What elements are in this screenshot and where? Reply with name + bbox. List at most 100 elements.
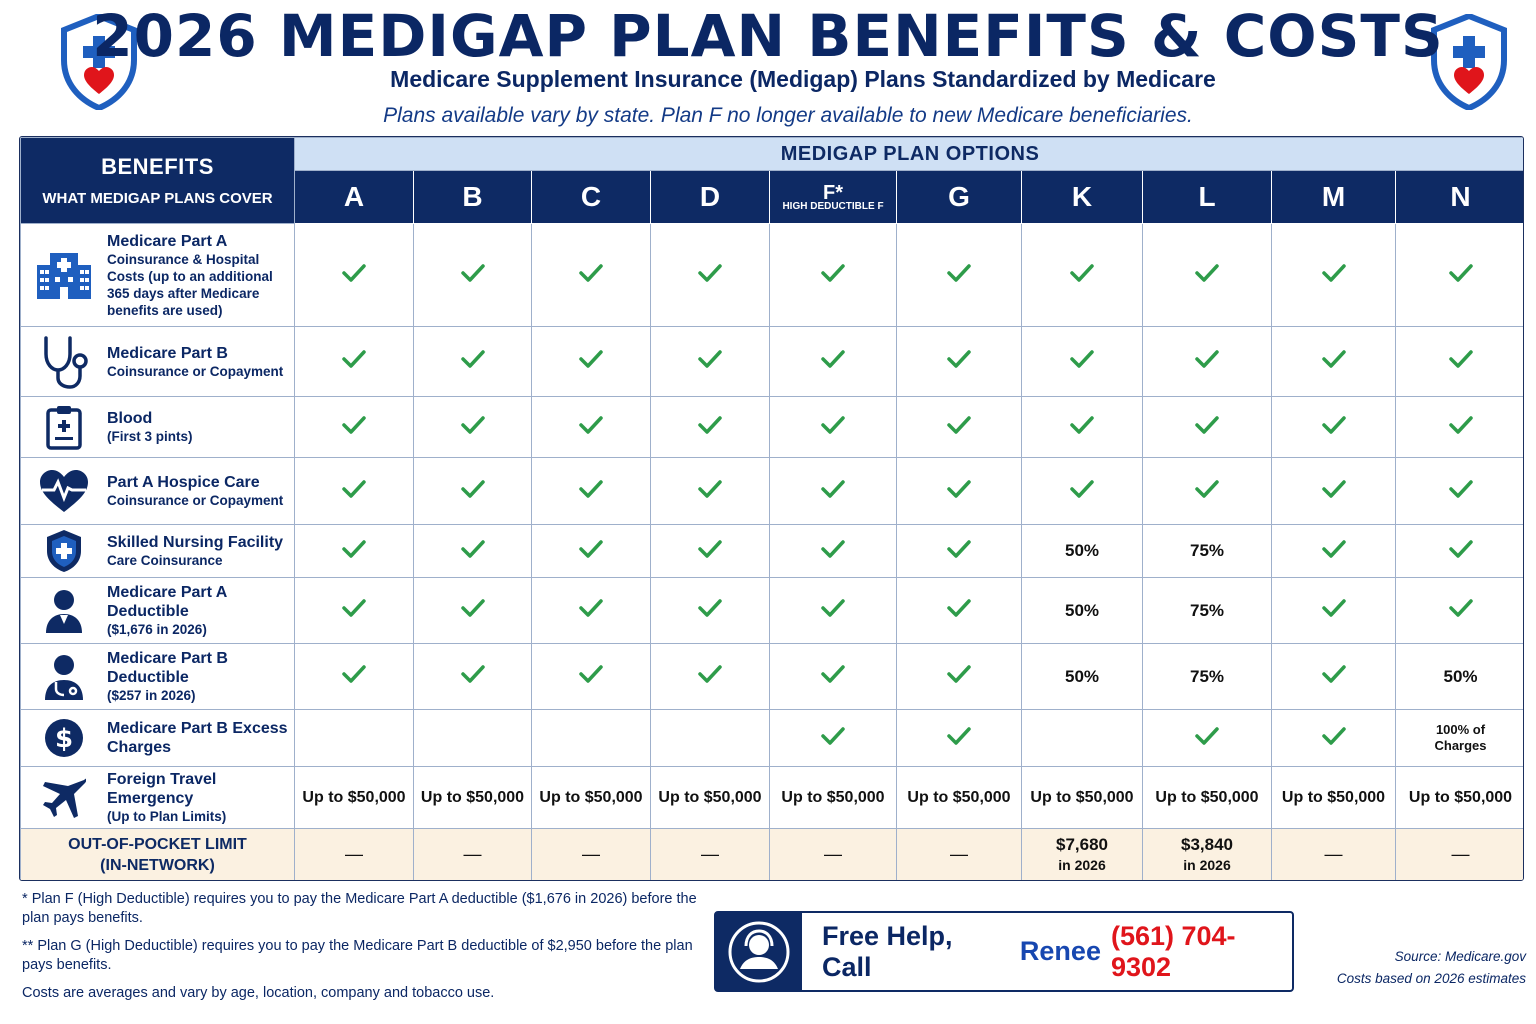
benefit-row: Foreign Travel Emergency (Up to Plan Limi… xyxy=(20,766,1523,829)
coverage-cell xyxy=(650,457,770,525)
out-of-pocket-cell: — xyxy=(531,828,651,880)
coverage-cell: Up to $50,000 xyxy=(1394,766,1523,829)
benefit-description: ($1,676 in 2026) xyxy=(107,622,207,637)
check-icon xyxy=(1448,415,1474,440)
check-icon xyxy=(820,665,846,689)
check-icon xyxy=(946,665,972,689)
free-help-callout[interactable]: Free Help, Call Renee (561) 704-9302 xyxy=(714,911,1294,992)
check-icon xyxy=(341,350,367,374)
coverage-cell xyxy=(413,223,532,327)
coverage-cell: 50% xyxy=(1394,643,1523,710)
coverage-value: 100% of Charges xyxy=(1434,722,1487,753)
coverage-cell xyxy=(650,326,770,397)
check-icon xyxy=(1448,599,1474,623)
help-phone-number[interactable]: (561) 704-9302 xyxy=(1110,920,1236,982)
out-of-pocket-amount: $3,840 xyxy=(1181,834,1233,854)
plan-header-m: M xyxy=(1271,170,1396,224)
check-icon xyxy=(697,350,723,374)
benefit-description: Coinsurance & Hospital Costs (up to an a… xyxy=(107,251,273,318)
coverage-cell: 50% xyxy=(1021,577,1143,644)
help-call-text: Free Help, Call xyxy=(822,920,953,982)
benefit-row: Part A Hospice Care Coinsurance or Copaym… xyxy=(20,457,1523,525)
coverage-cell xyxy=(650,643,770,710)
out-of-pocket-none: — xyxy=(582,844,600,864)
coverage-value: Up to $50,000 xyxy=(420,789,525,806)
coverage-cell xyxy=(531,326,651,397)
check-icon xyxy=(946,726,972,751)
coverage-cell xyxy=(650,223,770,327)
check-icon xyxy=(460,263,486,288)
plan-label: M xyxy=(1321,181,1346,212)
benefit-row: Medicare Part A Deductible ($1,676 in 202… xyxy=(20,577,1523,644)
benefit-title: Foreign Travel Emergency xyxy=(107,771,217,807)
coverage-cell xyxy=(1142,223,1272,327)
source-note: Source: Medicare.gov Costs based on 2026… xyxy=(1336,949,1526,986)
check-icon xyxy=(1321,599,1347,623)
out-of-pocket-cell: — xyxy=(650,828,770,880)
check-icon xyxy=(697,599,723,623)
check-icon xyxy=(460,539,486,564)
coverage-value: 50% xyxy=(1064,666,1100,686)
check-icon xyxy=(820,350,846,374)
plan-label: A xyxy=(343,181,365,212)
coverage-cell xyxy=(896,223,1022,327)
plan-label: D xyxy=(699,181,721,212)
footnote-costs: Costs are averages and vary by age, loca… xyxy=(22,985,495,1001)
check-icon xyxy=(341,599,367,623)
coverage-value: Up to $50,000 xyxy=(1281,789,1386,806)
coverage-cell xyxy=(896,457,1022,525)
coverage-cell: 100% of Charges xyxy=(1394,709,1523,767)
benefit-description: (Up to Plan Limits) xyxy=(107,809,227,824)
plan-header-c: C xyxy=(531,170,651,224)
benefit-cell: $ Medicare Part B Excess Charges xyxy=(20,709,295,767)
coverage-cell xyxy=(1394,457,1523,525)
check-icon xyxy=(578,263,604,288)
benefits-header-subtitle: WHAT MEDIGAP PLANS COVER xyxy=(42,190,273,207)
coverage-cell: Up to $50,000 xyxy=(650,766,770,829)
check-icon xyxy=(578,665,604,689)
coverage-value: Up to $50,000 xyxy=(907,789,1011,806)
check-icon xyxy=(697,665,723,689)
check-icon xyxy=(341,415,367,440)
coverage-cell xyxy=(294,577,414,644)
out-of-pocket-row: OUT-OF-POCKET LIMIT (IN-NETWORK) — — — — — — $7… xyxy=(20,828,1523,880)
coverage-cell xyxy=(1394,396,1523,458)
coverage-cell xyxy=(1271,396,1396,458)
coverage-cell xyxy=(294,457,414,525)
check-icon xyxy=(1194,479,1220,504)
coverage-cell xyxy=(896,326,1022,397)
benefit-description: Coinsurance or Copayment xyxy=(107,493,284,508)
coverage-cell xyxy=(531,709,651,767)
benefit-cell: Medicare Part B Deductible ($257 in 2026) xyxy=(20,643,295,710)
coverage-cell: 50% xyxy=(1021,524,1143,578)
coverage-cell xyxy=(413,396,532,458)
coverage-cell xyxy=(294,643,414,710)
coverage-cell xyxy=(1394,223,1523,327)
coverage-value: Up to $50,000 xyxy=(658,789,762,806)
check-icon xyxy=(1448,479,1474,504)
out-of-pocket-label: OUT-OF-POCKET LIMIT (IN-NETWORK) xyxy=(20,828,295,880)
coverage-cell xyxy=(413,326,532,397)
check-icon xyxy=(578,479,604,504)
person-icon xyxy=(21,588,107,634)
coverage-cell xyxy=(1271,643,1396,710)
plan-header-k: K xyxy=(1021,170,1143,224)
coverage-cell xyxy=(531,577,651,644)
coverage-cell xyxy=(1271,223,1396,327)
out-of-pocket-year: in 2026 xyxy=(1058,856,1106,873)
coverage-value: Up to $50,000 xyxy=(1155,789,1259,806)
coverage-cell xyxy=(531,643,651,710)
plan-header-d: D xyxy=(650,170,770,224)
out-of-pocket-none: — xyxy=(1324,844,1343,864)
check-icon xyxy=(1448,263,1474,288)
coverage-value: Up to $50,000 xyxy=(302,789,406,806)
benefit-title: Blood xyxy=(107,410,153,427)
check-icon xyxy=(1321,539,1347,564)
coverage-cell xyxy=(1394,524,1523,578)
check-icon xyxy=(820,479,846,504)
plan-label: G xyxy=(948,181,970,212)
coverage-cell xyxy=(769,577,897,644)
headset-agent-icon xyxy=(716,913,802,990)
coverage-cell xyxy=(769,457,897,525)
out-of-pocket-cell: $7,680 in 2026 xyxy=(1021,828,1143,880)
